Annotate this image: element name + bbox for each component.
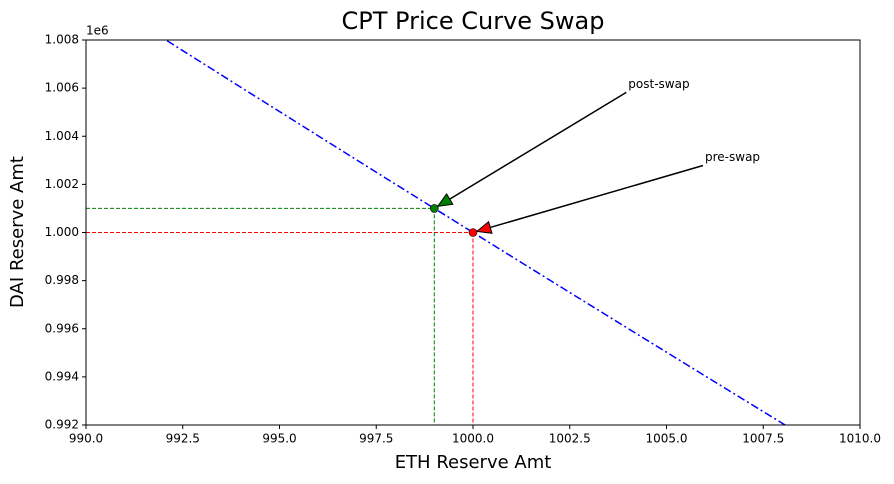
annotation-arrow: [449, 91, 627, 200]
annotation-arrow: [490, 164, 704, 229]
y-axis-label: DAI Reserve Amt: [7, 156, 28, 308]
x-tick-label: 990.0: [69, 432, 103, 446]
point: [468, 228, 478, 237]
y-tick-label: 1.008: [45, 33, 79, 47]
x-tick-label: 1002.5: [549, 432, 591, 446]
chart-title: CPT Price Curve Swap: [342, 7, 605, 35]
point: [429, 204, 439, 213]
y-tick-label: 0.994: [45, 369, 79, 383]
y-offset-label: 1e6: [86, 24, 109, 38]
x-tick-label: 995.0: [262, 432, 296, 446]
y-tick-label: 1.000: [45, 225, 79, 239]
y-tick-label: 1.004: [45, 129, 79, 143]
annotation: post-swap: [628, 77, 689, 91]
plot-area: [86, 40, 787, 425]
x-tick-label: 997.5: [359, 432, 393, 446]
x-tick-label: 1007.5: [742, 432, 784, 446]
y-tick-label: 1.002: [45, 177, 79, 191]
x-axis-label: ETH Reserve Amt: [395, 452, 552, 473]
annotation: pre-swap: [705, 150, 760, 164]
arrow-head: [475, 220, 493, 234]
x-tick-label: 1010.0: [839, 432, 881, 446]
x-tick-label: 1005.0: [646, 432, 688, 446]
y-tick-label: 0.998: [45, 273, 79, 287]
arrow-head: [436, 193, 454, 208]
y-tick-label: 0.996: [45, 321, 79, 335]
x-tick-label: 1000.0: [452, 432, 494, 446]
x-tick-label: 992.5: [166, 432, 200, 446]
y-tick-label: 1.006: [45, 81, 79, 95]
y-tick-label: 0.992: [45, 418, 79, 432]
